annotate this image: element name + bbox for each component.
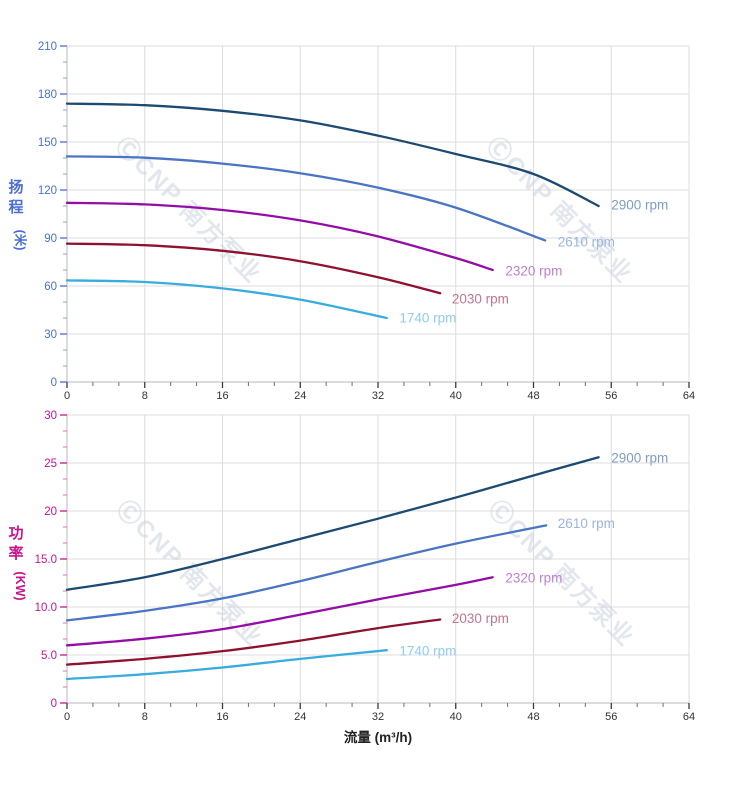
x-tick-label: 40 — [450, 711, 462, 723]
x-tick-label: 56 — [605, 390, 617, 402]
x-tick-label: 0 — [64, 711, 70, 723]
curve-label-2320-rpm: 2320 rpm — [505, 571, 562, 586]
y-tick-label: 30 — [44, 410, 57, 422]
curve-label-1740-rpm: 1740 rpm — [399, 311, 456, 326]
y-tick-label: 25 — [44, 458, 57, 470]
brand-watermark: ⒸCNP 南方泵业 — [110, 132, 268, 290]
y-axis-title-char: 功 — [8, 525, 23, 542]
y-tick-label: 210 — [38, 41, 57, 53]
y-tick-label: 30 — [44, 329, 57, 341]
y-axis-title-char: 程 — [8, 199, 23, 216]
x-tick-label: 56 — [605, 711, 617, 723]
curve-label-2610-rpm: 2610 rpm — [558, 516, 615, 531]
x-tick-label: 8 — [142, 390, 148, 402]
curve-2320-rpm — [65, 576, 494, 647]
y-tick-label: 0 — [51, 377, 57, 389]
curve-2610-rpm — [65, 155, 547, 242]
x-tick-label: 24 — [294, 390, 306, 402]
y-tick-label: 0 — [51, 698, 57, 710]
curve-2900-rpm — [65, 102, 600, 208]
curve-2900-rpm — [65, 456, 600, 591]
y-tick-label: 150 — [38, 137, 57, 149]
y-axis-title-head-curve-chart: 扬程 (米) — [8, 178, 28, 250]
grid-layer: 0 8 16 24 32 40 48 56 64 0 30 60 90 120 150 180 210 — [38, 41, 695, 402]
x-tick-label: 8 — [142, 711, 148, 723]
y-axis-title-char: 扬 — [8, 178, 23, 196]
x-tick-label: 48 — [527, 711, 539, 723]
curve-2030-rpm — [65, 242, 442, 295]
curve-label-2900-rpm: 2900 rpm — [611, 451, 668, 466]
y-tick-label: 90 — [44, 233, 57, 245]
curve-1740-rpm — [65, 649, 388, 681]
curve-label-1740-rpm: 1740 rpm — [399, 644, 456, 659]
x-tick-label: 64 — [683, 390, 695, 402]
curve-2610-rpm — [65, 524, 548, 622]
x-axis-title: 流量 (m³/h) — [344, 729, 412, 745]
x-tick-label: 16 — [216, 711, 228, 723]
head-curve-chart: 2900 rpm 2610 rpm 2320 rpm 2030 rpm 1740 rpm — [65, 102, 668, 326]
curve-2030-rpm — [65, 618, 442, 666]
brand-watermark: ⒸCNP 南方泵业 — [111, 495, 269, 653]
x-tick-label: 32 — [372, 711, 384, 723]
x-tick-label: 40 — [450, 390, 462, 402]
curve-label-2030-rpm: 2030 rpm — [452, 611, 509, 626]
curve-label-2610-rpm: 2610 rpm — [558, 235, 615, 250]
curve-label-2320-rpm: 2320 rpm — [505, 263, 562, 278]
curve-label-2030-rpm: 2030 rpm — [452, 291, 509, 306]
y-tick-label: 20 — [44, 506, 57, 518]
curve-2320-rpm — [65, 201, 494, 272]
curve-1740-rpm — [65, 279, 388, 320]
grid-layer: 0 8 16 24 32 40 48 56 64 0 5.0 10.0 15.0 20 25 30 — [35, 410, 696, 723]
y-tick-label: 120 — [38, 185, 57, 197]
y-tick-label: 10.0 — [35, 602, 57, 614]
x-tick-label: 32 — [372, 390, 384, 402]
y-tick-label: 15.0 — [35, 554, 57, 566]
y-tick-label: 60 — [44, 281, 57, 293]
y-tick-label: 5.0 — [41, 650, 57, 662]
curve-label-2900-rpm: 2900 rpm — [611, 198, 668, 213]
power-curve-chart: 2900 rpm 2610 rpm 2320 rpm 2030 rpm 1740 rpm — [65, 451, 668, 681]
x-tick-label: 24 — [294, 711, 306, 723]
x-tick-label: 48 — [527, 390, 539, 402]
y-axis-title-char: 率 — [8, 544, 23, 562]
x-tick-label: 0 — [64, 390, 70, 402]
x-tick-label: 16 — [216, 390, 228, 402]
y-axis-unit: (米) — [13, 230, 28, 251]
x-tick-label: 64 — [683, 711, 695, 723]
y-axis-title-power-curve-chart: 功率 (KW) — [8, 525, 27, 601]
y-axis-unit: (KW) — [13, 571, 27, 600]
y-tick-label: 180 — [38, 89, 57, 101]
